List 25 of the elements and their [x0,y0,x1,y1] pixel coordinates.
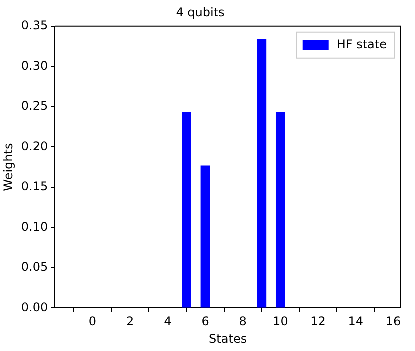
bar [276,112,286,308]
x-tick-label: 4 [164,314,172,329]
legend-label: HF state [336,38,387,52]
x-tick-label: 16 [386,314,402,329]
y-tick-label: 0.15 [21,180,48,194]
x-tick-label: 14 [348,314,364,329]
x-tick-label: 12 [310,314,326,329]
y-axis-title: Weights [1,143,16,192]
x-tick-label: 0 [88,314,97,329]
chart-title: 4 qubits [176,5,225,20]
y-tick-label: 0.20 [21,139,48,154]
y-tick-label: 0.25 [21,99,48,114]
bar [200,166,210,308]
y-tick-label: 0.35 [21,18,48,33]
y-tick-label: 0.10 [21,220,48,234]
bar [257,39,267,308]
x-tick-label: 10 [273,314,288,329]
x-tick-label: 2 [126,314,134,329]
x-tick-label: 6 [202,314,210,329]
bar [182,112,192,308]
y-tick-label: 0.00 [21,300,48,314]
y-tick-label: 0.05 [21,260,48,274]
y-tick-label: 0.30 [21,58,48,73]
x-tick-label: 8 [239,314,247,329]
x-axis-title: States [209,332,248,346]
